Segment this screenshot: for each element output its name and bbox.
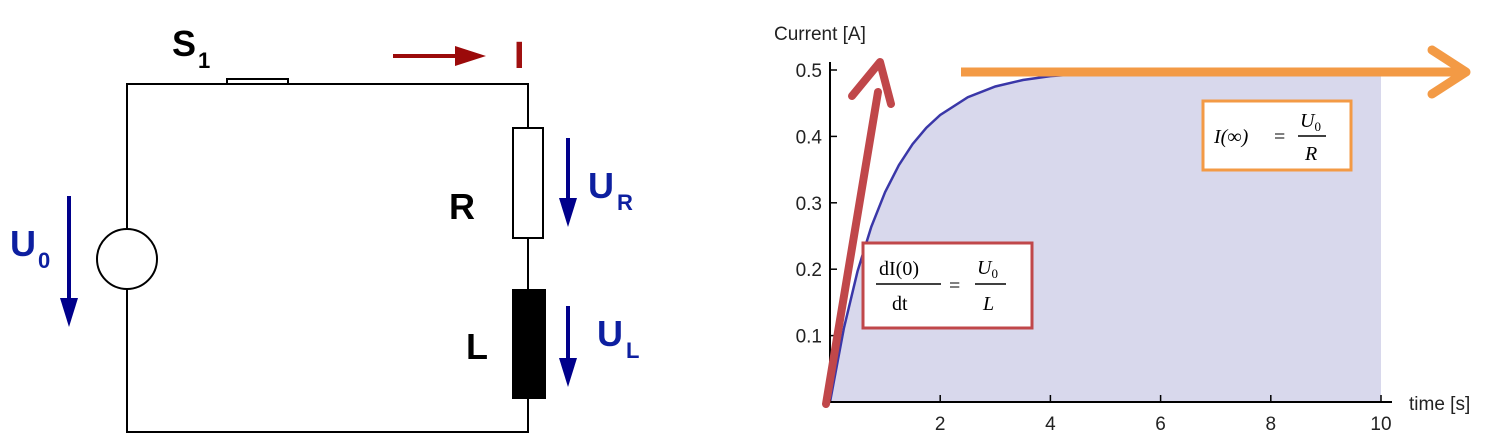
inductor-label: L [466,326,488,367]
y-tick-label: 0.3 [796,194,822,215]
x-tick-label: 10 [1370,414,1391,435]
circuit-wires [126,83,529,433]
svg-text:=: = [949,275,960,297]
resistor-label: R [449,186,475,227]
current-vs-time-chart: 0.1 0.2 0.3 0.4 0.5 2 4 6 8 10 Current [A] time … [774,24,1471,435]
svg-text:=: = [1274,126,1285,148]
svg-text:dI(0): dI(0) [879,258,919,280]
svg-text:I(∞): I(∞) [1213,126,1249,148]
current-arrow [393,46,486,66]
y-ticks: 0.1 0.2 0.3 0.4 0.5 [796,61,837,348]
current-label: I [514,35,525,77]
svg-text:U0: U0 [1300,110,1321,134]
inductor [512,289,546,399]
voltage-source [96,228,158,290]
source-voltage-arrow [60,196,78,327]
x-axis-label: time [s] [1409,394,1470,415]
resistor [512,127,544,239]
resistor-voltage-arrow [559,138,577,227]
switch-s1 [226,78,289,85]
initial-slope-formula: dI(0) dt = U0 L [861,241,1034,330]
x-tick-label: 2 [935,414,946,435]
x-tick-label: 4 [1045,414,1056,435]
y-tick-label: 0.2 [796,260,822,281]
initial-slope-arrow [822,58,895,408]
y-tick-label: 0.5 [796,61,822,82]
y-tick-label: 0.4 [796,127,823,148]
x-ticks: 2 4 6 8 10 [935,395,1392,435]
source-voltage-label: U0 [10,223,50,273]
x-tick-label: 8 [1266,414,1277,435]
svg-text:U0: U0 [977,257,998,281]
inductor-voltage-arrow [559,306,577,387]
y-axis-label: Current [A] [774,24,866,45]
switch-label: S1 [172,23,210,73]
svg-text:R: R [1304,143,1317,165]
svg-text:dt: dt [892,293,908,315]
svg-text:L: L [982,293,994,315]
x-tick-label: 6 [1155,414,1166,435]
steady-state-arrow [961,45,1471,99]
y-tick-label: 0.1 [796,327,822,348]
steady-state-formula: I(∞) = U0 R [1201,99,1353,172]
